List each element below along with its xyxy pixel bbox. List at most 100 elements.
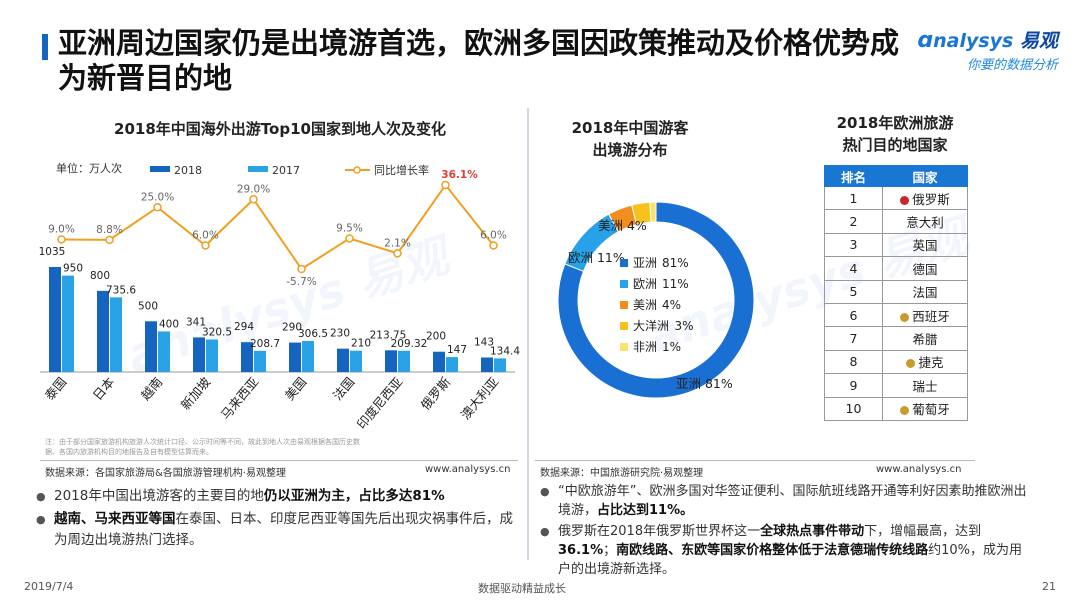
outbound-distribution-donut: 亚洲 81% 欧洲 11% 美洲 4% 亚洲 81% 欧洲 11% 美洲 4% 大洋洲 3% 非洲 1%: [557, 201, 755, 399]
country-name: 西班牙: [912, 308, 950, 324]
table-row: 8 捷克: [824, 349, 968, 375]
growth-label-2: 25.0%: [141, 191, 174, 203]
table-row: 3 英国: [824, 232, 968, 258]
growth-line: [61, 183, 495, 271]
location-pin-icon: [900, 195, 910, 205]
category-label-0: 泰国: [42, 374, 70, 403]
bar-label-2017-8: 147: [447, 344, 467, 356]
bar-label-2017-0: 950: [63, 263, 83, 275]
growth-point-2: [153, 203, 162, 212]
legend-swatch-2017: [248, 166, 268, 172]
country-cell: 葡萄牙: [882, 396, 968, 421]
growth-point-5: [297, 264, 306, 274]
growth-point-6: [345, 234, 354, 243]
bar-label-2018-8: 200: [426, 331, 446, 343]
rank-cell: 9: [824, 373, 883, 398]
growth-label-6: 9.5%: [336, 222, 363, 234]
bar-2018-0: [49, 267, 61, 372]
category-label-4: 马来西亚: [218, 374, 262, 422]
growth-label-4: 29.0%: [237, 183, 270, 195]
page-title: 亚洲周边国家仍是出境游首选，欧洲多国因政策推动及价格优势成为新晋目的地: [58, 26, 900, 95]
country-cell: 西班牙: [882, 302, 968, 328]
donut-legend-value-4: 1%: [662, 340, 681, 354]
growth-label-9: 6.0%: [480, 229, 507, 241]
footer-slogan: 数据驱动精益成长: [478, 582, 566, 595]
category-label-7: 印度尼西亚: [354, 374, 406, 432]
donut-legend-swatch-4: [620, 343, 628, 351]
country-name: 瑞士: [912, 378, 938, 394]
donut-slice-4: [649, 201, 657, 223]
donut-legend-value-1: 11%: [662, 277, 689, 291]
category-label-8: 俄罗斯: [418, 374, 454, 412]
table-row: 9 瑞士: [824, 373, 968, 398]
growth-label-1: 8.8%: [96, 224, 123, 236]
growth-point-4: [249, 195, 258, 204]
donut-legend-swatch-3: [620, 322, 628, 330]
bar-label-2017-2: 400: [159, 318, 179, 330]
category-label-1: 日本: [90, 374, 118, 403]
left-bullets: 2018年中国出境游客的主要目的地仍以亚洲为主，占比多达81% 越南、马来西亚等…: [36, 486, 514, 553]
bar-2017-6: [350, 350, 362, 372]
left-bullet-1: 2018年中国出境游客的主要目的地仍以亚洲为主，占比多达81%: [36, 486, 514, 507]
growth-label-8: 36.1%: [441, 169, 478, 181]
col-country: 国家: [882, 165, 968, 187]
growth-label-5: -5.7%: [286, 276, 316, 288]
donut-legend-value-3: 3%: [675, 319, 694, 333]
rank-cell: 6: [824, 302, 883, 328]
rank-cell: 4: [824, 256, 883, 281]
bar-label-2017-5: 306.5: [298, 328, 328, 340]
growth-point-1: [105, 235, 114, 245]
rank-cell: 10: [824, 396, 883, 421]
donut-legend-swatch-1: [620, 280, 628, 288]
country-name: 英国: [912, 238, 938, 254]
right-bullets: “中欧旅游年”、欧洲多国对华签证便利、国际航班线路开通等利好因素助推欧洲出境游，…: [540, 482, 1030, 581]
bar-2017-2: [158, 331, 170, 372]
location-pin-icon: [900, 406, 910, 416]
donut-legend-name-1: 欧洲: [633, 277, 657, 291]
growth-label-3: 6.0%: [192, 229, 219, 241]
country-cell: 俄罗斯: [882, 185, 968, 211]
donut-legend-value-0: 81%: [662, 256, 689, 270]
top10-bar-line-chart: 单位：万人次 2018 2017 同比增长率 1035 950 800 735.650040…: [39, 161, 521, 432]
bar-2017-8: [446, 357, 458, 372]
donut-legend-swatch-2: [620, 301, 628, 309]
growth-point-0: [57, 235, 66, 244]
bar-label-2018-4: 294: [234, 321, 254, 333]
donut-legend-name-4: 非洲: [633, 340, 657, 354]
donut-legend-swatch-0: [620, 259, 628, 267]
source-divider: [535, 460, 975, 461]
growth-point-7: [393, 249, 402, 258]
left-bullet-2: 越南、马来西亚等国在泰国、日本、印度尼西亚等国先后出现灾祸事件后，成为周边出境游…: [36, 509, 514, 551]
donut-legend-name-0: 亚洲: [633, 256, 657, 270]
bar-label-2017-4: 208.7: [250, 338, 280, 350]
bar-label-2017-1: 735.6: [106, 284, 136, 296]
bar-label-2018-0: 1035: [39, 246, 66, 258]
brand-logo: ɑnalysys 易观 你要的数据分析: [917, 28, 1058, 73]
donut-legend-name-2: 美洲: [633, 298, 657, 312]
bar-chart-title: 2018年中国海外出游Top10国家到地人次及变化: [114, 120, 446, 138]
bar-label-2018-2: 500: [138, 300, 158, 312]
bar-2017-7: [398, 350, 410, 372]
bar-label-2017-6: 210: [351, 338, 371, 350]
bar-2018-4: [241, 342, 253, 372]
country-cell: 希腊: [882, 326, 968, 351]
rank-cell: 3: [824, 232, 883, 258]
bar-2017-9: [494, 358, 506, 372]
unit-label: 单位：万人次: [56, 161, 122, 175]
donut-title: 2018年中国游客 出境游分布: [571, 119, 689, 159]
donut-slice-0: [557, 201, 755, 399]
country-name: 葡萄牙: [912, 402, 950, 418]
rank-cell: 8: [824, 349, 883, 375]
bar-chart-legend: 单位：万人次 2018 2017 同比增长率: [56, 161, 429, 177]
growth-point-9: [489, 241, 498, 250]
bar-2017-5: [302, 340, 314, 372]
bar-2018-9: [481, 357, 493, 372]
country-name: 意大利: [906, 215, 944, 231]
table-row: 1 俄罗斯: [824, 185, 968, 211]
chart-note: 注：由于部分国家旅游机构旅游人次统计口径、公示时间等不同，故此到地人次由易观根据…: [45, 438, 360, 456]
bar-label-2018-1: 800: [90, 270, 110, 282]
bar-label-2018-7: 213.75: [370, 329, 407, 341]
europe-table-title: 2018年欧洲旅游 热门目的地国家: [836, 114, 954, 154]
country-name: 捷克: [918, 355, 944, 371]
bar-label-2017-3: 320.5: [202, 326, 232, 338]
